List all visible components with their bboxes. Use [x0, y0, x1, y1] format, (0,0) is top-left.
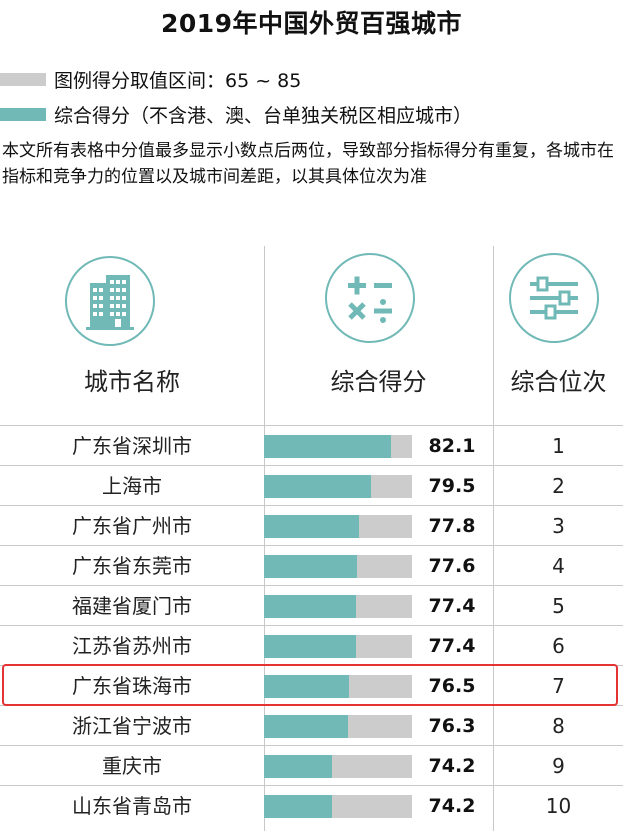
legend-range: 图例得分取值区间：65 ~ 85: [0, 66, 301, 92]
score-range-bar: [264, 555, 412, 578]
score-bar: [264, 595, 356, 618]
score-range-bar: [264, 635, 412, 658]
rank-value: 6: [552, 634, 565, 658]
row-divider: [0, 505, 623, 506]
rank-value: 10: [545, 794, 572, 818]
legend-range-swatch: [0, 72, 46, 86]
rank-value: 2: [552, 474, 565, 498]
rank-value: 5: [552, 594, 565, 618]
table-row: 福建省厦门市 77.4 5: [0, 586, 623, 626]
note-text: 本文所有表格中分值最多显示小数点后两位，导致部分指标得分有重复，各城市在指标和竞…: [2, 141, 614, 187]
score-range-bar: [264, 675, 412, 698]
chart-title: 2019年中国外贸百强城市: [160, 9, 463, 38]
score-value: 82.1: [428, 435, 476, 457]
rank-value: 7: [552, 674, 565, 698]
score-bar: [264, 675, 350, 698]
header-rule: [0, 425, 623, 426]
city-name: 广东省东莞市: [72, 554, 192, 578]
city-name: 广东省深圳市: [72, 434, 192, 458]
rank-value: 9: [552, 754, 565, 778]
score-value: 76.3: [428, 715, 476, 737]
score-bar: [264, 715, 348, 738]
math-operators-icon: [325, 253, 415, 343]
row-divider: [0, 625, 623, 626]
table-row: 上海市 79.5 2: [0, 466, 623, 506]
score-bar: [264, 435, 391, 458]
rank-value: 8: [552, 714, 565, 738]
row-divider: [0, 745, 623, 746]
highlight-box: [2, 664, 618, 706]
city-name: 江苏省苏州市: [72, 634, 192, 658]
city-name: 广东省珠海市: [72, 674, 192, 698]
score-value: 76.5: [428, 675, 476, 697]
row-divider: [0, 465, 623, 466]
score-range-bar: [264, 795, 412, 818]
legend-score: 综合得分（不含港、澳、台单独关税区相应城市）: [0, 101, 472, 127]
column-divider-2: [493, 246, 494, 831]
header-rank: 综合位次: [510, 368, 607, 396]
score-value: 77.4: [428, 595, 476, 617]
header-city: 城市名称: [84, 368, 180, 396]
header-score: 综合得分: [330, 368, 427, 396]
score-range-bar: [264, 515, 412, 538]
score-bar: [264, 515, 359, 538]
rank-value: 1: [552, 434, 565, 458]
table-row: 江苏省苏州市 77.4 6: [0, 626, 623, 666]
buildings-icon: [65, 256, 155, 346]
score-range-bar: [264, 715, 412, 738]
row-divider: [0, 545, 623, 546]
score-value: 77.8: [428, 515, 476, 537]
score-range-bar: [264, 475, 412, 498]
score-range-bar: [264, 755, 412, 778]
city-name: 福建省厦门市: [72, 594, 192, 618]
sliders-icon: [509, 253, 599, 343]
score-value: 74.2: [428, 755, 476, 777]
score-bar: [264, 795, 333, 818]
rank-value: 4: [552, 554, 565, 578]
table-row: 广东省深圳市 82.1 1: [0, 426, 623, 466]
city-name: 山东省青岛市: [72, 794, 192, 818]
table-row: 重庆市 74.2 9: [0, 746, 623, 786]
legend-score-label: 综合得分（不含港、澳、台单独关税区相应城市）: [54, 104, 473, 127]
row-divider: [0, 585, 623, 586]
city-name: 重庆市: [102, 754, 162, 778]
city-name: 广东省广州市: [72, 514, 192, 538]
score-value: 74.2: [428, 795, 476, 817]
score-bar: [264, 555, 358, 578]
score-bar: [264, 755, 333, 778]
score-value: 79.5: [428, 475, 476, 497]
table-row: 广东省广州市 77.8 3: [0, 506, 623, 546]
score-bar: [264, 475, 372, 498]
table-row: 浙江省宁波市 76.3 8: [0, 706, 623, 746]
column-divider-1: [264, 246, 265, 831]
city-name: 上海市: [102, 474, 162, 498]
score-bar: [264, 635, 356, 658]
score-range-bar: [264, 595, 412, 618]
city-name: 浙江省宁波市: [72, 714, 192, 738]
table-row: 广东省东莞市 77.6 4: [0, 546, 623, 586]
row-divider: [0, 785, 623, 786]
legend-range-label: 图例得分取值区间：65 ~ 85: [54, 69, 302, 92]
rank-value: 3: [552, 514, 565, 538]
score-value: 77.4: [428, 635, 476, 657]
score-value: 77.6: [428, 555, 476, 577]
table-row: 广东省珠海市 76.5 7: [0, 666, 623, 706]
table-row: 山东省青岛市 74.2 10: [0, 786, 623, 826]
legend-score-swatch: [0, 107, 46, 121]
score-range-bar: [264, 435, 412, 458]
